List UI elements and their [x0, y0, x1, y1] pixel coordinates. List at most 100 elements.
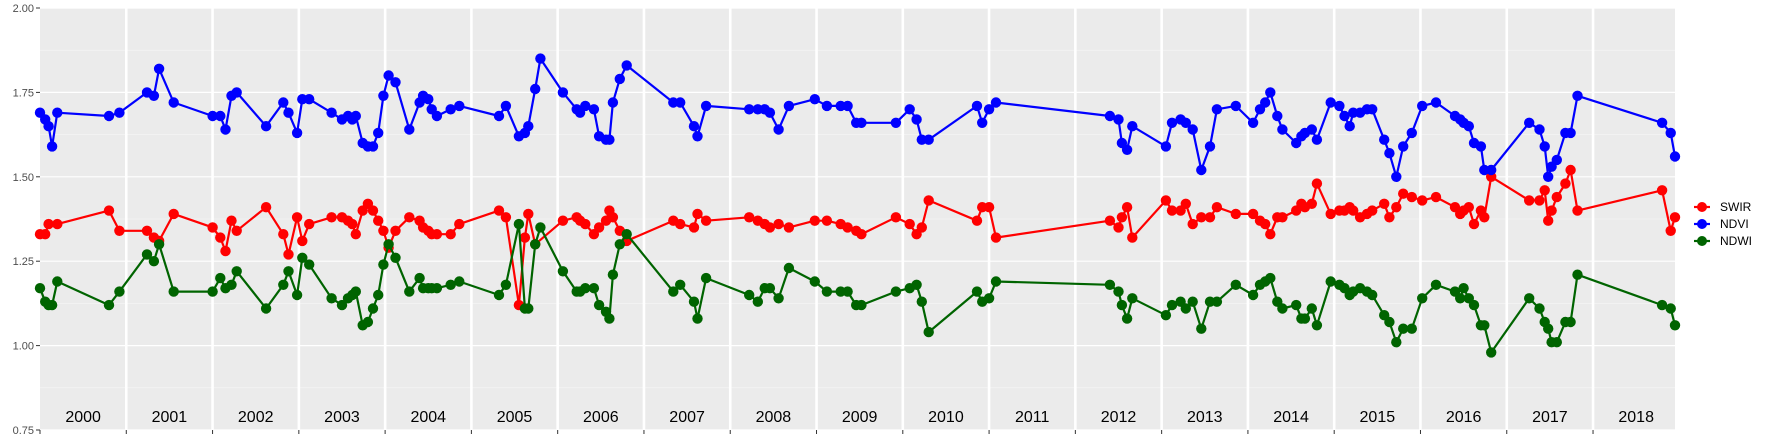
data-point-ndvi	[783, 100, 795, 112]
legend-key-point	[1697, 236, 1707, 246]
data-point-ndvi	[923, 134, 934, 145]
data-point-swir	[916, 222, 927, 233]
data-point-swir	[1211, 202, 1223, 213]
data-point-swir	[990, 232, 1002, 243]
data-point-swir	[1160, 195, 1172, 206]
data-point-ndwi	[700, 272, 712, 284]
data-point-swir	[983, 202, 995, 213]
data-point-ndvi	[1391, 171, 1402, 182]
data-point-ndvi	[983, 104, 995, 115]
data-point-swir	[1546, 205, 1557, 216]
data-point-ndwi	[1669, 320, 1681, 331]
data-point-ndwi	[1455, 293, 1466, 304]
data-point-ndwi	[326, 293, 337, 304]
data-point-swir	[1572, 205, 1583, 216]
data-point-ndwi	[1187, 296, 1198, 307]
data-point-ndvi	[890, 117, 902, 128]
data-point-ndvi	[103, 110, 115, 122]
data-point-ndwi	[809, 276, 820, 287]
data-point-swir	[1277, 212, 1288, 223]
data-point-swir	[1398, 188, 1409, 199]
data-point-ndwi	[431, 283, 443, 294]
data-point-ndwi	[103, 299, 115, 311]
data-point-swir	[1104, 215, 1116, 226]
data-point-ndvi	[604, 134, 615, 145]
data-point-swir	[1551, 191, 1563, 203]
data-point-ndwi	[1160, 310, 1172, 321]
data-point-ndvi	[523, 121, 534, 132]
data-point-ndvi	[535, 53, 546, 64]
data-point-swir	[1665, 225, 1676, 236]
data-point-ndvi	[500, 100, 512, 112]
data-point-ndwi	[1299, 313, 1311, 324]
data-point-swir	[367, 205, 379, 216]
data-point-ndwi	[621, 229, 632, 240]
data-point-ndvi	[1463, 121, 1475, 132]
data-point-ndwi	[304, 259, 315, 270]
data-point-swir	[500, 212, 512, 223]
data-point-swir	[1348, 205, 1359, 216]
data-point-ndwi	[362, 316, 374, 328]
series-ndvi	[34, 53, 1681, 182]
data-point-ndvi	[1344, 121, 1355, 132]
series-layer	[34, 53, 1681, 358]
data-point-ndwi	[1406, 323, 1418, 334]
data-point-ndvi	[1551, 154, 1563, 166]
data-point-ndvi	[1565, 127, 1576, 139]
year-label: 2016	[1446, 409, 1482, 426]
data-point-swir	[1391, 202, 1402, 213]
data-point-ndvi	[773, 124, 784, 135]
data-point-ndwi	[114, 286, 125, 297]
data-point-swir	[1306, 198, 1318, 209]
data-point-ndwi	[535, 222, 546, 233]
data-point-ndwi	[842, 286, 853, 297]
data-point-ndwi	[1277, 303, 1288, 314]
data-point-ndwi	[350, 286, 361, 297]
data-point-ndwi	[1572, 269, 1583, 280]
data-point-swir	[923, 195, 934, 206]
data-point-ndvi	[692, 131, 703, 142]
data-point-ndwi	[752, 296, 763, 307]
data-point-ndvi	[1367, 104, 1378, 115]
year-label: 2015	[1360, 409, 1396, 426]
data-point-ndwi	[1565, 316, 1576, 328]
data-point-swir	[1534, 195, 1545, 206]
data-point-ndwi	[990, 276, 1002, 287]
y-tick-label: 2.00	[13, 3, 34, 15]
data-point-ndwi	[821, 286, 833, 297]
data-point-ndwi	[557, 266, 569, 277]
data-point-swir	[744, 212, 755, 223]
data-point-ndwi	[890, 286, 902, 297]
data-point-swir	[493, 205, 505, 216]
data-point-ndwi	[1104, 279, 1116, 290]
data-point-swir	[226, 215, 237, 226]
data-point-ndvi	[1204, 141, 1216, 152]
data-point-swir	[378, 225, 389, 236]
year-label: 2013	[1187, 409, 1223, 426]
legend-key-point	[1697, 202, 1707, 212]
data-point-swir	[1166, 205, 1178, 216]
data-point-ndvi	[911, 114, 922, 125]
data-point-swir	[215, 232, 226, 243]
data-point-ndvi	[1398, 141, 1409, 152]
legend: SWIR NDVI NDWI	[1694, 200, 1752, 248]
data-point-ndvi	[445, 104, 456, 115]
year-label: 2007	[669, 409, 705, 426]
data-point-swir	[1260, 218, 1271, 230]
grid	[40, 7, 1675, 431]
data-point-ndwi	[454, 276, 465, 287]
data-point-swir	[278, 229, 289, 240]
data-point-swir	[141, 225, 153, 236]
data-point-ndvi	[1160, 141, 1172, 152]
data-point-swir	[692, 208, 703, 220]
data-point-ndvi	[304, 94, 315, 105]
data-point-ndvi	[1260, 97, 1271, 108]
data-point-ndwi	[291, 289, 303, 301]
data-point-swir	[607, 212, 619, 223]
data-point-ndwi	[1665, 303, 1676, 314]
year-label: 2001	[152, 409, 188, 426]
data-point-ndvi	[1247, 117, 1259, 128]
data-point-ndvi	[1230, 100, 1242, 112]
data-point-ndvi	[1113, 114, 1124, 125]
data-point-ndvi	[1417, 100, 1428, 112]
